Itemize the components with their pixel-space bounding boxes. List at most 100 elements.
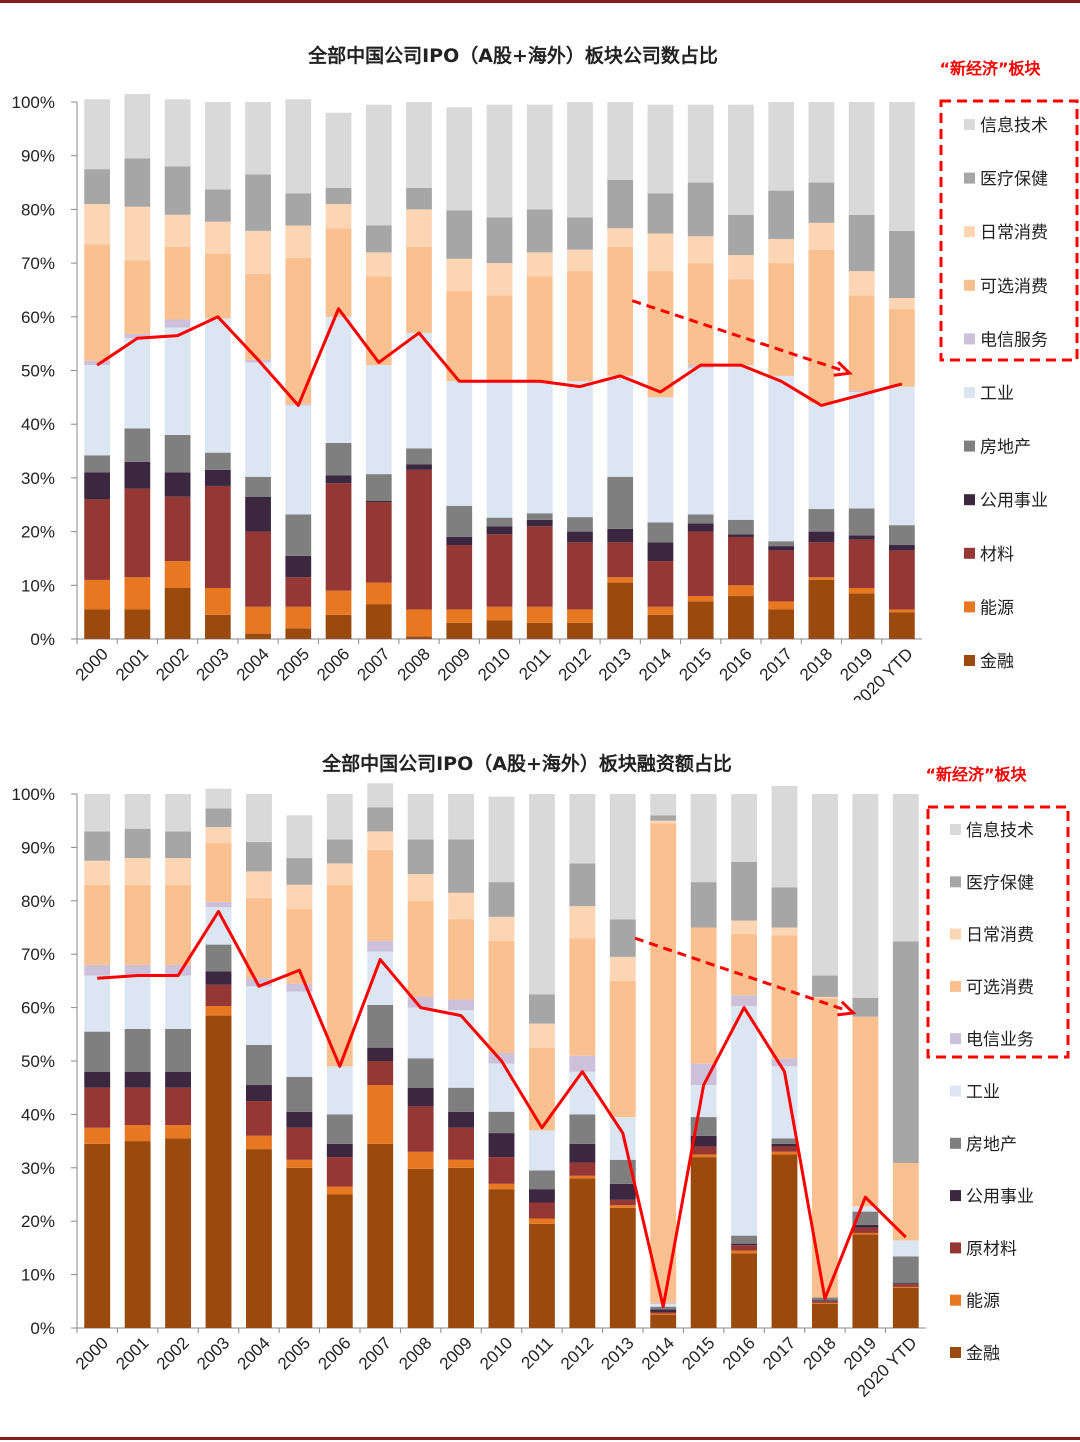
- c1-bar-segment: [647, 271, 674, 398]
- c2-bar-segment: [165, 831, 192, 859]
- c1-bar-segment: [486, 606, 513, 621]
- c2-bar-segment: [165, 1028, 192, 1072]
- c1-bar-segment: [889, 308, 915, 387]
- c1-x-tick-label: 2002: [152, 644, 192, 684]
- c2-legend-label: 公用事业: [966, 1187, 1034, 1207]
- c2-x-tick-label: 2002: [153, 1333, 193, 1373]
- c2-chart-title: 全部中国公司IPO（A股+海外）板块融资额占比: [321, 752, 732, 775]
- c1-bar-segment: [285, 577, 312, 607]
- c1-x-tick-label: 2018: [796, 644, 836, 684]
- c1-bar-segment: [365, 252, 392, 277]
- c1-bar-segment: [406, 187, 432, 210]
- c1-bar-segment: [164, 246, 191, 320]
- c1-bar-segment: [728, 519, 754, 535]
- c1-legend-label: 金融: [980, 652, 1014, 672]
- c1-x-tick-label: 2007: [353, 644, 393, 684]
- c2-bar-segment: [609, 1207, 636, 1328]
- c2-bar-segment: [367, 1061, 394, 1086]
- c1-bar-segment: [607, 228, 634, 247]
- c1-bar-segment: [204, 587, 231, 615]
- c2-bar-segment: [569, 1175, 596, 1179]
- c1-bar-segment: [406, 448, 432, 465]
- c1-x-tick-label: 2006: [313, 644, 353, 684]
- c1-bar-segment: [848, 102, 875, 215]
- c2-bar-segment: [488, 1157, 515, 1184]
- c2-legend-swatch: [950, 1085, 961, 1097]
- c1-bar-segment: [647, 104, 674, 194]
- c1-bar-segment: [647, 522, 674, 543]
- c1-bar-segment: [406, 464, 432, 470]
- c1-bar-segment: [687, 596, 714, 602]
- c2-bar-segment: [407, 1058, 434, 1088]
- c1-bar-segment: [567, 381, 593, 518]
- c2-bar-segment: [488, 940, 515, 1053]
- c1-bar-segment: [285, 555, 312, 578]
- c2-bar-segment: [488, 1052, 515, 1064]
- c2-bar-segment: [367, 940, 394, 952]
- c1-bar-segment: [245, 633, 271, 639]
- c2-y-tick-label: 50%: [21, 1052, 55, 1071]
- c1-bar-segment: [567, 271, 593, 382]
- c2-bar-segment: [731, 995, 758, 1006]
- c1-x-tick-label: 2013: [595, 644, 635, 684]
- c2-bar-segment: [448, 1167, 475, 1328]
- c1-bar-segment: [687, 182, 714, 237]
- c2-x-tick-label: 2010: [476, 1333, 516, 1373]
- c1-bar-segment: [768, 375, 795, 542]
- c2-bar-segment: [286, 1167, 313, 1328]
- c2-legend-swatch: [950, 1347, 961, 1358]
- c1-bar-segment: [808, 542, 835, 578]
- c1-bar-segment: [768, 238, 795, 264]
- c2-legend-swatch: [950, 928, 961, 940]
- c2-bar-segment: [367, 807, 394, 832]
- c2-y-tick-label: 30%: [21, 1159, 55, 1178]
- c2-bar-segment: [326, 1066, 353, 1115]
- c1-bar-segment: [848, 271, 875, 296]
- c2-bar-segment: [731, 920, 758, 934]
- chart-company-share: 全部中国公司IPO（A股+海外）板块公司数占比 0% 10% 20% 30% 40% 50%…: [12, 44, 1079, 700]
- c1-bar-segment: [124, 93, 151, 159]
- c1-bar-segment: [84, 579, 110, 610]
- c2-legend-label: 房地产: [966, 1135, 1017, 1155]
- c2-new-economy-box: [926, 805, 1070, 1059]
- c1-bar-segment: [848, 390, 875, 392]
- c2-bar-segment: [84, 1127, 111, 1144]
- c1-y-tick-label: 80%: [21, 200, 55, 219]
- c1-bar-segment: [446, 210, 473, 259]
- c2-bar-segment: [286, 884, 313, 909]
- c1-bar-segment: [204, 189, 231, 222]
- c1-bar-segment: [526, 209, 553, 253]
- c2-bar-segment: [650, 794, 677, 816]
- c2-bar-segment: [731, 1005, 758, 1236]
- c1-bar-segment: [848, 214, 875, 272]
- c2-bar-segment: [731, 1250, 758, 1254]
- c2-bar-segment: [407, 794, 434, 840]
- c1-bar-segment: [204, 102, 231, 190]
- c2-bar-segment: [731, 1245, 758, 1251]
- c1-legend-swatch: [964, 279, 975, 291]
- c2-bar-segment: [650, 823, 677, 1303]
- c1-bar-segment: [204, 614, 231, 639]
- c1-bar-segment: [204, 469, 231, 486]
- c1-trend-arrow-head: [833, 360, 853, 377]
- c2-bar-segment: [892, 941, 919, 1163]
- c2-bar-segment: [367, 831, 394, 851]
- c2-bar-segment: [407, 996, 434, 1008]
- c2-bar-segment: [771, 1143, 798, 1147]
- c1-bar-segment: [848, 593, 875, 639]
- c2-bar-segment: [84, 1143, 111, 1328]
- c2-bar-segment: [84, 860, 111, 885]
- c2-bar-segment: [205, 843, 232, 902]
- c1-bar-segment: [325, 204, 352, 229]
- c2-bar-segment: [84, 964, 111, 976]
- c1-bar-segment: [124, 609, 151, 639]
- c1-bar-segment: [607, 577, 634, 583]
- c1-x-tick-label: 2008: [394, 644, 434, 684]
- c2-bar-segment: [448, 1159, 475, 1168]
- c1-bar-segment: [889, 102, 915, 231]
- c1-bar-segment: [446, 622, 473, 639]
- c1-bar-segment: [768, 609, 795, 639]
- c2-bar-segment: [367, 1085, 394, 1144]
- c2-bar-segment: [124, 975, 151, 1029]
- c1-bar-segment: [687, 263, 714, 366]
